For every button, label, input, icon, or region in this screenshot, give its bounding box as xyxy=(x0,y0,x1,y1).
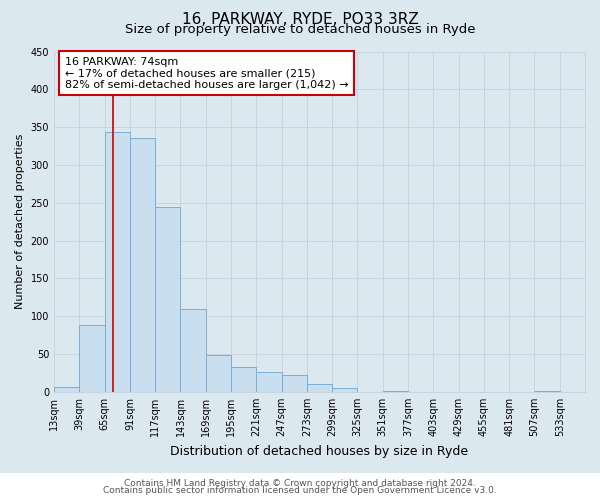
Bar xyxy=(54,386,79,392)
Bar xyxy=(535,391,560,392)
Text: Size of property relative to detached houses in Ryde: Size of property relative to detached ho… xyxy=(125,24,475,36)
Text: 16, PARKWAY, RYDE, PO33 3RZ: 16, PARKWAY, RYDE, PO33 3RZ xyxy=(182,12,418,28)
Bar xyxy=(206,355,231,392)
Text: 16 PARKWAY: 74sqm
← 17% of detached houses are smaller (215)
82% of semi-detache: 16 PARKWAY: 74sqm ← 17% of detached hous… xyxy=(65,56,348,90)
Bar xyxy=(104,132,130,392)
Bar xyxy=(79,326,104,392)
Bar xyxy=(231,367,256,392)
Bar xyxy=(130,138,155,392)
Text: Contains HM Land Registry data © Crown copyright and database right 2024.: Contains HM Land Registry data © Crown c… xyxy=(124,478,476,488)
Bar xyxy=(155,206,181,392)
Text: Contains public sector information licensed under the Open Government Licence v3: Contains public sector information licen… xyxy=(103,486,497,495)
Bar xyxy=(281,376,307,392)
Bar xyxy=(256,372,281,392)
X-axis label: Distribution of detached houses by size in Ryde: Distribution of detached houses by size … xyxy=(170,444,469,458)
Y-axis label: Number of detached properties: Number of detached properties xyxy=(15,134,25,310)
Bar xyxy=(181,308,206,392)
Bar xyxy=(383,391,408,392)
Bar xyxy=(332,388,358,392)
Bar xyxy=(307,384,332,392)
